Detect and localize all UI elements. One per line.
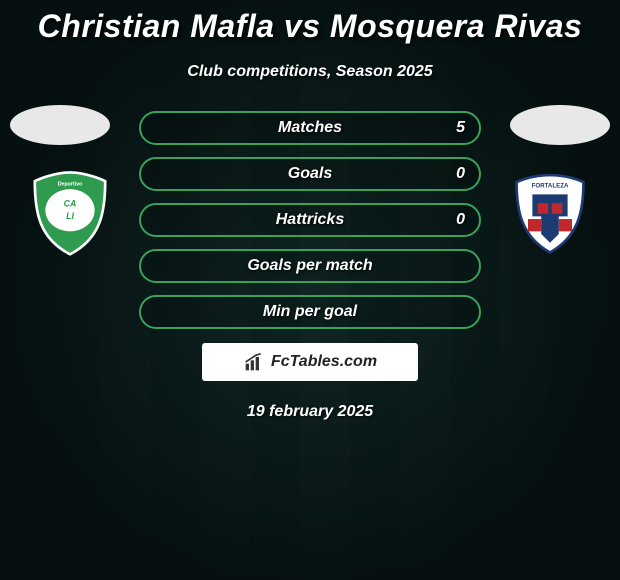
stat-row: Goals0 xyxy=(139,157,481,191)
club-logo-left: CA LI Deportivo xyxy=(20,169,120,254)
svg-text:LI: LI xyxy=(66,211,74,221)
svg-text:Deportivo: Deportivo xyxy=(58,181,83,187)
player2-name: Mosquera Rivas xyxy=(330,8,582,44)
stat-row: Goals per match xyxy=(139,249,481,283)
chart-icon xyxy=(243,352,265,372)
watermark-text: FcTables.com xyxy=(271,353,377,371)
vs-text: vs xyxy=(284,8,321,44)
stat-value-right: 0 xyxy=(456,211,465,229)
date-text: 19 february 2025 xyxy=(0,403,620,421)
page-title: Christian Mafla vs Mosquera Rivas xyxy=(0,0,620,45)
stat-label: Matches xyxy=(141,119,479,137)
subtitle: Club competitions, Season 2025 xyxy=(0,63,620,81)
watermark: FcTables.com xyxy=(202,343,418,381)
comparison-panel: CA LI Deportivo FORTALEZA Matches5Goals0… xyxy=(0,111,620,421)
player2-avatar xyxy=(510,105,610,145)
stat-label: Goals xyxy=(141,165,479,183)
svg-text:CA: CA xyxy=(64,198,77,208)
stat-label: Hattricks xyxy=(141,211,479,229)
club-logo-right: FORTALEZA xyxy=(500,169,600,254)
stat-row: Min per goal xyxy=(139,295,481,329)
svg-text:FORTALEZA: FORTALEZA xyxy=(532,182,569,189)
player1-avatar xyxy=(10,105,110,145)
stat-row: Hattricks0 xyxy=(139,203,481,237)
stat-row: Matches5 xyxy=(139,111,481,145)
player1-name: Christian Mafla xyxy=(38,8,275,44)
fortaleza-ceif-icon: FORTALEZA xyxy=(506,168,594,256)
stat-label: Min per goal xyxy=(141,303,479,321)
stat-label: Goals per match xyxy=(141,257,479,275)
deportivo-cali-icon: CA LI Deportivo xyxy=(26,168,114,256)
stat-value-right: 5 xyxy=(456,119,465,137)
stat-value-right: 0 xyxy=(456,165,465,183)
